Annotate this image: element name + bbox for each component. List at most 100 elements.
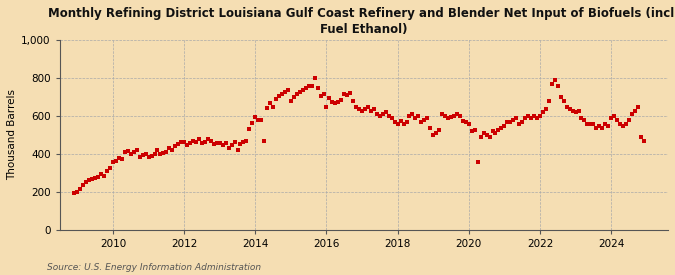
- Point: [639, 138, 649, 143]
- Point: [113, 155, 124, 160]
- Point: [458, 119, 468, 123]
- Point: [469, 127, 480, 132]
- Point: [99, 174, 109, 178]
- Point: [383, 114, 394, 119]
- Point: [90, 176, 101, 180]
- Point: [309, 76, 320, 80]
- Point: [298, 87, 308, 92]
- Point: [620, 122, 631, 126]
- Point: [146, 153, 157, 158]
- Point: [303, 84, 314, 89]
- Point: [271, 97, 281, 101]
- Point: [464, 122, 475, 126]
- Point: [356, 109, 367, 113]
- Point: [428, 133, 439, 138]
- Point: [209, 142, 219, 147]
- Point: [377, 112, 388, 117]
- Point: [605, 116, 616, 120]
- Point: [226, 143, 237, 147]
- Point: [200, 140, 211, 144]
- Point: [300, 86, 311, 90]
- Point: [211, 141, 222, 145]
- Point: [292, 92, 302, 96]
- Point: [336, 98, 347, 102]
- Point: [217, 143, 228, 147]
- Point: [348, 99, 358, 103]
- Point: [345, 91, 356, 96]
- Point: [389, 120, 400, 124]
- Point: [250, 115, 261, 119]
- Point: [196, 141, 207, 145]
- Point: [324, 96, 335, 100]
- Point: [508, 118, 518, 122]
- Point: [318, 92, 329, 96]
- Point: [158, 151, 169, 155]
- Point: [612, 118, 622, 122]
- Point: [143, 155, 154, 160]
- Point: [279, 89, 290, 94]
- Point: [286, 98, 296, 103]
- Point: [366, 108, 377, 113]
- Point: [502, 120, 513, 124]
- Point: [522, 114, 533, 119]
- Point: [439, 114, 450, 119]
- Point: [416, 120, 427, 124]
- Point: [87, 177, 98, 182]
- Point: [134, 155, 145, 160]
- Point: [69, 191, 80, 195]
- Point: [256, 117, 267, 122]
- Point: [603, 123, 614, 128]
- Point: [597, 125, 608, 130]
- Point: [247, 121, 258, 126]
- Point: [413, 114, 424, 119]
- Point: [75, 187, 86, 191]
- Point: [576, 116, 587, 120]
- Point: [529, 114, 539, 119]
- Point: [164, 145, 175, 150]
- Point: [609, 114, 620, 119]
- Point: [333, 100, 344, 104]
- Point: [484, 135, 495, 139]
- Point: [532, 116, 543, 120]
- Point: [556, 95, 566, 100]
- Point: [81, 180, 92, 185]
- Point: [618, 123, 628, 128]
- Point: [552, 84, 563, 88]
- Point: [454, 114, 465, 119]
- Point: [490, 131, 501, 136]
- Point: [194, 137, 205, 141]
- Point: [107, 160, 118, 164]
- Point: [564, 106, 575, 111]
- Point: [306, 84, 317, 88]
- Point: [330, 101, 341, 105]
- Point: [202, 137, 213, 141]
- Point: [339, 92, 350, 96]
- Point: [220, 141, 231, 145]
- Point: [122, 149, 133, 153]
- Point: [362, 104, 373, 109]
- Point: [537, 110, 548, 115]
- Point: [517, 120, 528, 124]
- Point: [615, 122, 626, 126]
- Point: [360, 106, 371, 111]
- Point: [190, 140, 201, 144]
- Point: [273, 94, 284, 98]
- Point: [585, 122, 596, 126]
- Point: [111, 159, 122, 164]
- Point: [431, 131, 441, 136]
- Point: [176, 140, 186, 145]
- Point: [78, 183, 89, 187]
- Point: [253, 117, 264, 122]
- Point: [167, 148, 178, 152]
- Point: [561, 104, 572, 109]
- Point: [543, 99, 554, 103]
- Point: [128, 150, 139, 154]
- Point: [401, 120, 412, 124]
- Point: [72, 189, 83, 194]
- Point: [443, 116, 454, 120]
- Point: [624, 118, 634, 122]
- Point: [505, 120, 516, 124]
- Point: [327, 99, 338, 104]
- Point: [481, 133, 492, 138]
- Point: [232, 148, 243, 152]
